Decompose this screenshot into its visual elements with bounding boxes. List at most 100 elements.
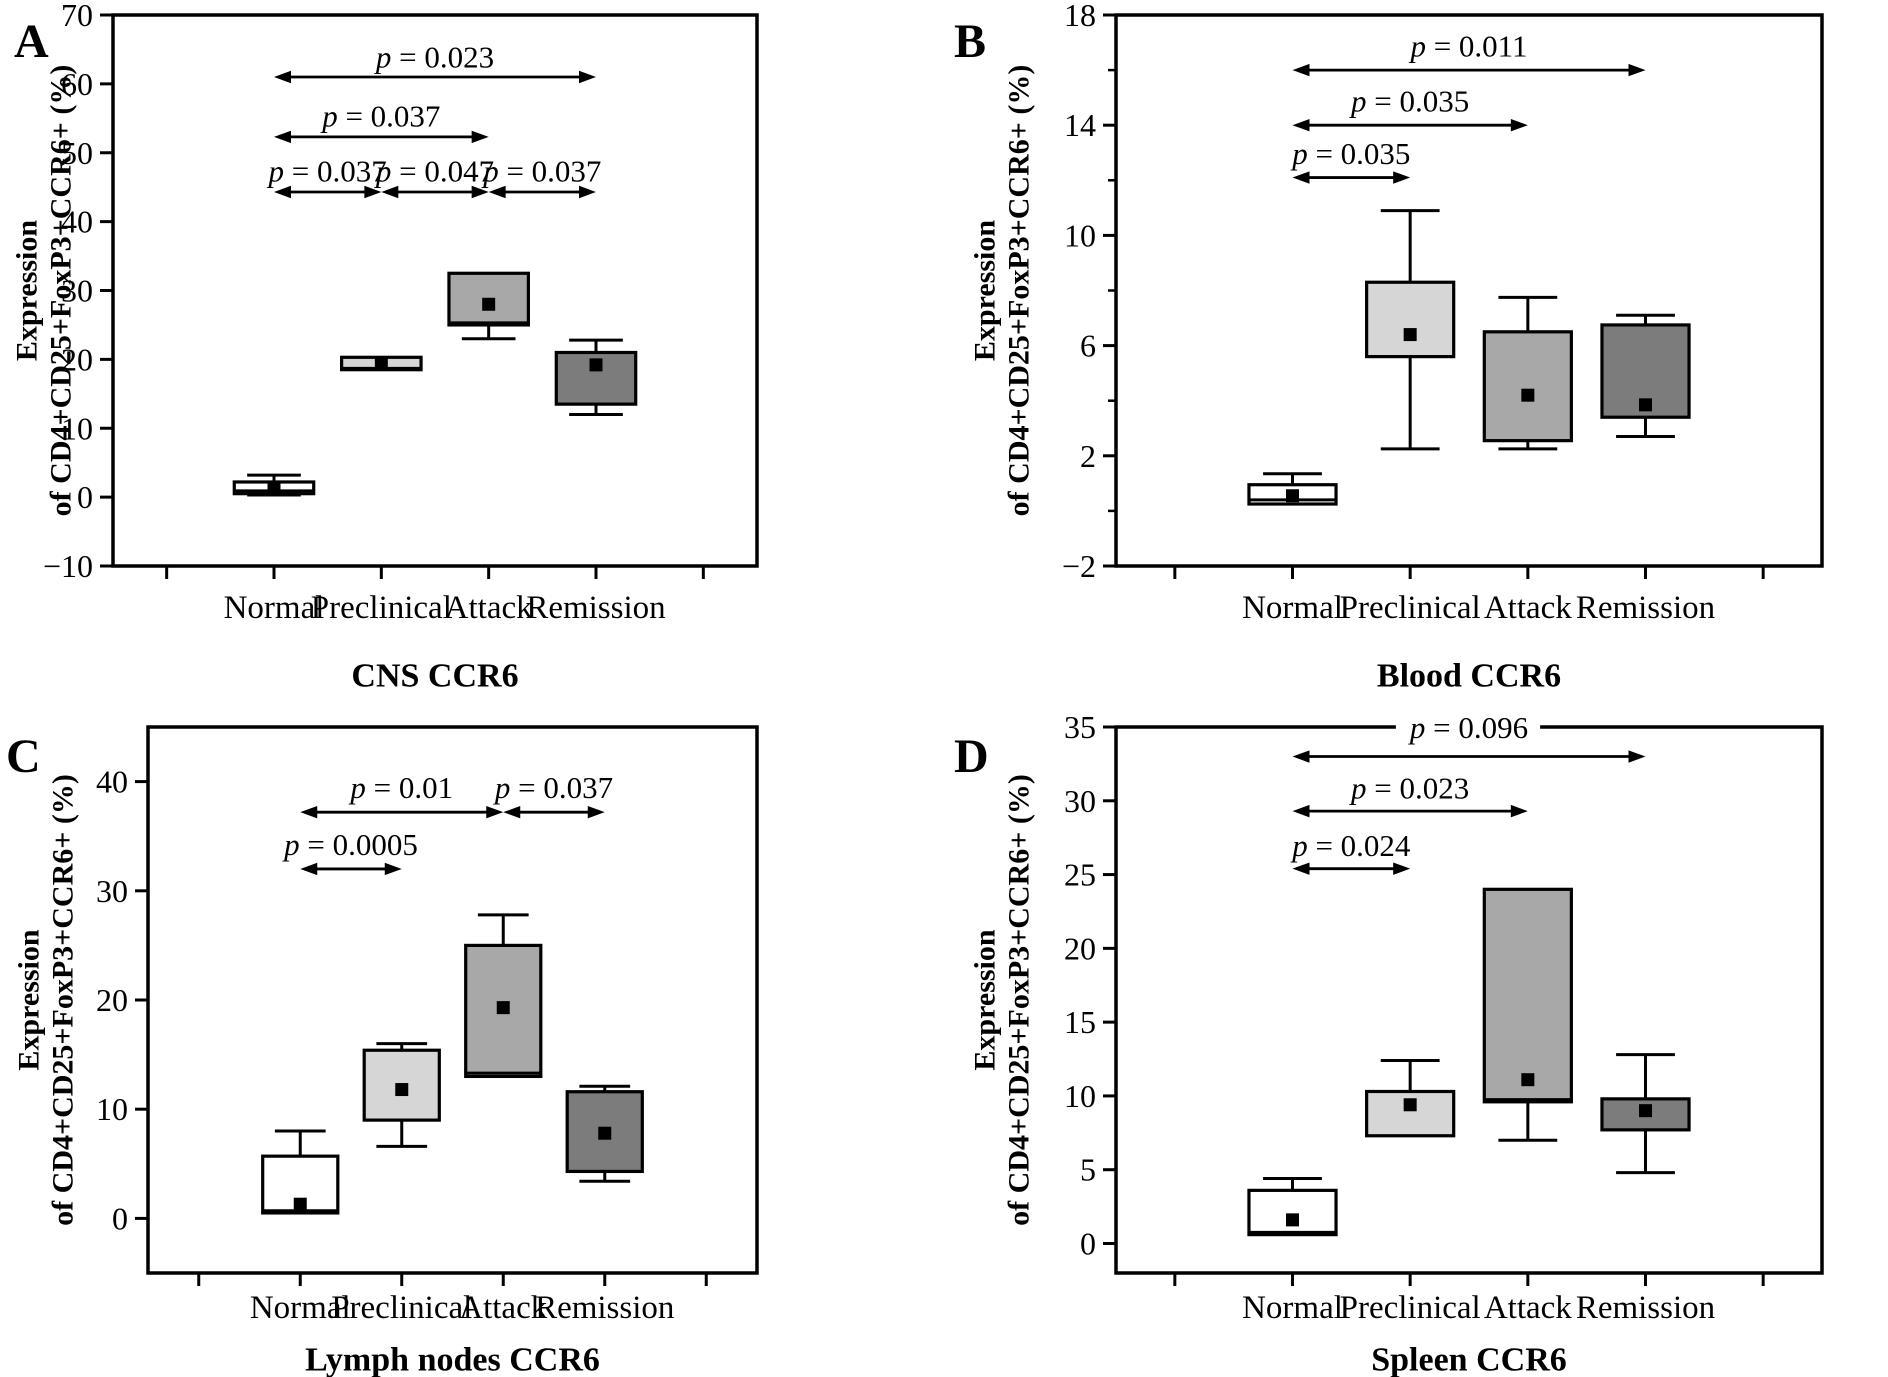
y-tick-label: 30 — [1064, 783, 1096, 819]
arrowhead-left — [274, 70, 291, 84]
significance-annotation: p = 0.037 — [267, 153, 387, 199]
arrowhead-left — [1292, 804, 1310, 818]
mean-marker — [1521, 1073, 1535, 1087]
arrowhead-right — [1628, 750, 1646, 763]
mean-marker — [1639, 398, 1652, 412]
mean-marker — [1403, 328, 1417, 342]
significance-annotation: p = 0.035 — [1292, 83, 1528, 132]
arrowhead-right — [579, 70, 596, 84]
arrowhead-left — [274, 185, 291, 199]
arrowhead-right — [486, 805, 504, 819]
x-category-label: Normal — [224, 590, 325, 626]
y-tick-label: 5 — [1080, 1152, 1096, 1188]
y-tick-label: 60 — [61, 66, 93, 102]
x-category-label: Preclinical — [331, 1290, 472, 1326]
mean-marker — [1521, 388, 1535, 402]
significance-annotation: p = 0.037 — [493, 770, 613, 819]
x-category-label: Preclinical — [311, 590, 452, 626]
box-remission — [1600, 1053, 1691, 1175]
p-value-label: p = 0.01 — [348, 770, 453, 805]
panel-letter: B — [954, 15, 986, 68]
panel-letter: D — [954, 730, 989, 783]
arrowhead-right — [587, 805, 605, 819]
arrowhead-right — [579, 185, 596, 199]
x-category-label: Normal — [1242, 590, 1343, 626]
x-category-label: Attack — [1484, 590, 1572, 626]
mean-marker — [267, 482, 281, 496]
p-value-label: p = 0.0005 — [282, 826, 418, 861]
iqr-box — [1600, 323, 1691, 419]
mean-marker — [1403, 1098, 1417, 1112]
mean-marker — [598, 1126, 612, 1140]
mean-marker — [589, 358, 603, 372]
y-tick-label: −2 — [1062, 548, 1096, 584]
box-preclinical — [1365, 1059, 1456, 1138]
p-value-label: p = 0.047 — [374, 153, 494, 188]
y-tick-label: −10 — [43, 548, 93, 584]
p-value-label: p = 0.035 — [1290, 135, 1410, 170]
x-category-label: Attack — [445, 590, 533, 626]
y-tick-label: 0 — [77, 479, 93, 515]
y-tick-label: 10 — [61, 410, 93, 446]
x-category-label: Normal — [250, 1290, 351, 1326]
box-preclinical — [340, 355, 423, 372]
arrowhead-left — [300, 862, 318, 876]
iqr-box — [1365, 280, 1456, 359]
significance-annotation: p = 0.023 — [274, 39, 596, 84]
x-category-label: Remission — [535, 1290, 674, 1326]
significance-annotation: p = 0.037 — [481, 153, 601, 199]
arrowhead-left — [1292, 119, 1310, 132]
p-value-label-background — [1395, 709, 1541, 745]
mean-marker — [496, 1001, 510, 1015]
y-tick-label: 15 — [1064, 1004, 1096, 1040]
x-category-label: Normal — [1242, 1290, 1343, 1326]
x-axis-title: Spleen CCR6 — [1371, 1342, 1567, 1377]
arrowhead-right — [1393, 862, 1411, 875]
p-value-label: p = 0.037 — [267, 153, 387, 188]
p-value-label: p = 0.037 — [481, 153, 601, 188]
mean-marker — [374, 357, 388, 371]
y-tick-label: 25 — [1064, 857, 1096, 893]
iqr-box — [1365, 1089, 1456, 1138]
arrowhead-right — [471, 130, 489, 144]
box-preclinical — [1365, 209, 1456, 451]
box-remission — [554, 338, 638, 416]
x-axis-title: CNS CCR6 — [351, 658, 518, 695]
mean-marker — [395, 1083, 409, 1097]
y-axis-title-line: Expression — [11, 220, 44, 361]
p-value-label: p = 0.037 — [320, 98, 440, 133]
significance-annotation: p = 0.035 — [1290, 135, 1410, 184]
iqr-box — [1247, 1188, 1338, 1237]
p-value-label: p = 0.096 — [1408, 710, 1528, 745]
y-axis-title-line: of CD4+CD25+FoxP3+CCR6+ (%) — [1003, 65, 1036, 517]
y-tick-label: 18 — [1064, 0, 1096, 33]
arrowhead-right — [1628, 63, 1646, 77]
panel-D: 0 5 10 15 20 25 30 35 p = 0.096 p = 0.023 p = 0.02… — [954, 709, 1824, 1377]
arrowhead-right — [1510, 804, 1528, 818]
box-normal — [1247, 472, 1338, 506]
y-tick-label: 20 — [1064, 930, 1096, 966]
y-tick-label: 10 — [96, 1091, 128, 1127]
arrowhead-right — [384, 862, 402, 876]
box-remission — [565, 1084, 644, 1183]
y-tick-label: 10 — [1064, 1078, 1096, 1114]
box-attack — [464, 913, 543, 1079]
panel-letter: A — [14, 15, 49, 68]
significance-annotation: p = 0.023 — [1292, 770, 1528, 818]
box-attack — [447, 271, 530, 341]
arrowhead-left — [300, 805, 318, 819]
y-axis-title-line: Expression — [969, 929, 1002, 1070]
arrowhead-left — [503, 805, 521, 819]
significance-annotation: p = 0.047 — [374, 153, 494, 199]
mean-marker — [1639, 1104, 1652, 1118]
x-category-label: Preclinical — [1340, 590, 1481, 626]
y-tick-label: 35 — [1064, 709, 1096, 745]
y-tick-label: 40 — [96, 764, 128, 800]
y-axis-title-line: of CD4+CD25+FoxP3+CCR6+ (%) — [1003, 774, 1036, 1226]
mean-marker — [293, 1197, 307, 1211]
arrowhead-right — [1510, 119, 1528, 132]
p-value-label: p = 0.024 — [1290, 828, 1411, 863]
